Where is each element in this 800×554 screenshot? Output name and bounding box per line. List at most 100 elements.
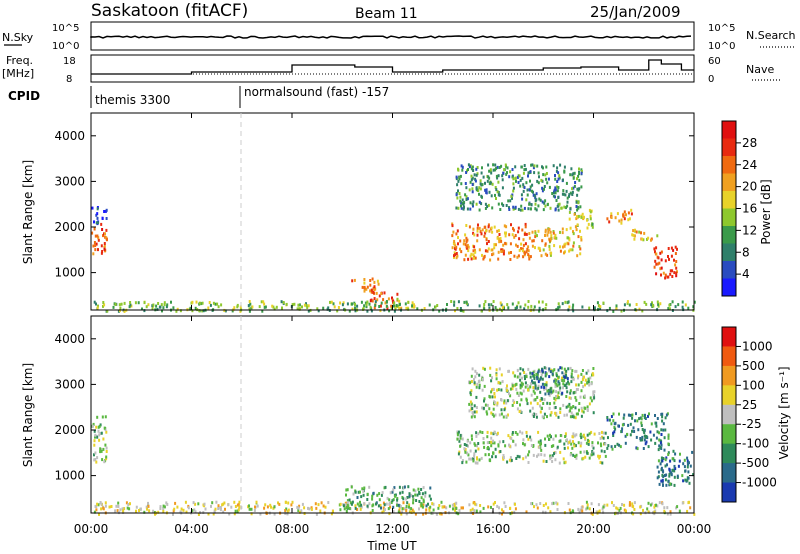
data-cell	[617, 424, 620, 428]
data-cell	[592, 446, 595, 450]
data-cell	[587, 369, 590, 373]
data-cell	[539, 248, 542, 252]
data-cell	[511, 387, 514, 391]
data-cell	[570, 375, 573, 379]
data-cell	[492, 439, 495, 443]
data-cell	[503, 501, 506, 505]
data-cell	[455, 256, 458, 260]
data-cell	[612, 419, 615, 423]
data-cell	[465, 460, 468, 464]
data-cell	[543, 387, 546, 391]
data-cell	[448, 504, 451, 508]
data-cell	[348, 309, 351, 313]
data-cell	[519, 184, 522, 188]
data-cell	[422, 486, 425, 490]
data-cell	[549, 454, 552, 458]
data-cell	[598, 456, 601, 460]
data-cell	[379, 304, 382, 308]
data-cell	[194, 306, 197, 310]
data-cell	[505, 225, 508, 229]
data-cell	[552, 437, 555, 441]
data-cell	[180, 507, 183, 511]
data-cell	[422, 512, 425, 516]
data-cell	[507, 369, 510, 373]
data-cell	[135, 505, 138, 509]
data-cell	[382, 509, 385, 513]
data-cell	[686, 478, 689, 482]
data-cell	[673, 258, 675, 262]
data-cell	[549, 402, 551, 406]
data-cell	[542, 416, 545, 420]
data-cell	[99, 432, 102, 435]
colorbar-swatch	[722, 191, 736, 209]
data-cell	[562, 375, 565, 379]
data-cell	[635, 230, 638, 234]
data-cell	[638, 307, 641, 311]
data-cell	[329, 300, 331, 304]
data-cell	[525, 375, 528, 379]
data-cell	[366, 285, 369, 289]
data-cell	[592, 411, 595, 415]
data-cell	[524, 455, 527, 459]
data-cell	[365, 305, 368, 309]
data-cell	[518, 248, 521, 252]
data-cell	[463, 258, 466, 262]
data-cell	[147, 504, 150, 508]
data-cell	[674, 245, 677, 249]
data-cell	[530, 304, 533, 308]
data-cell	[554, 235, 557, 239]
data-cell	[397, 503, 400, 507]
data-cell	[490, 226, 493, 230]
data-cell	[590, 399, 593, 403]
data-cell	[641, 428, 644, 431]
data-cell	[627, 423, 630, 427]
data-cell	[388, 309, 391, 313]
data-cell	[526, 188, 529, 192]
data-cell	[207, 306, 210, 310]
data-cell	[682, 479, 685, 483]
data-cell	[227, 503, 230, 507]
data-cell	[567, 242, 570, 246]
data-cell	[524, 225, 527, 229]
data-cell	[455, 506, 458, 510]
data-cell	[688, 481, 691, 485]
data-cell	[659, 251, 662, 255]
data-cell	[541, 239, 544, 243]
data-cell	[556, 307, 559, 311]
data-cell	[593, 396, 596, 400]
data-cell	[576, 254, 579, 258]
data-cell	[166, 503, 169, 506]
data-cell	[493, 392, 496, 395]
data-cell	[468, 457, 471, 461]
data-cell	[601, 461, 604, 465]
data-cell	[301, 502, 304, 506]
data-cell	[526, 384, 529, 387]
data-cell	[195, 300, 198, 304]
data-cell	[528, 202, 531, 206]
data-cell	[96, 502, 99, 506]
data-cell	[303, 506, 306, 510]
data-cell	[345, 488, 348, 492]
data-cell	[209, 303, 212, 307]
data-cell	[104, 501, 107, 505]
data-cell	[451, 222, 454, 226]
data-cell	[384, 301, 387, 305]
data-cell	[455, 501, 458, 505]
data-cell	[330, 300, 333, 304]
data-cell	[545, 381, 548, 385]
data-cell	[494, 193, 496, 197]
data-cell	[376, 279, 379, 283]
freq-tick-bottom: 8	[66, 74, 72, 85]
data-cell	[516, 375, 519, 379]
data-cell	[475, 202, 478, 206]
data-cell	[544, 374, 547, 378]
power-data	[91, 163, 696, 313]
data-cell	[558, 202, 561, 206]
data-cell	[492, 414, 495, 418]
data-cell	[500, 250, 503, 253]
data-cell	[463, 205, 465, 209]
colorbar-swatch	[722, 173, 736, 192]
data-cell	[602, 505, 605, 509]
colorbar-swatch	[722, 278, 736, 297]
data-cell	[496, 165, 499, 169]
